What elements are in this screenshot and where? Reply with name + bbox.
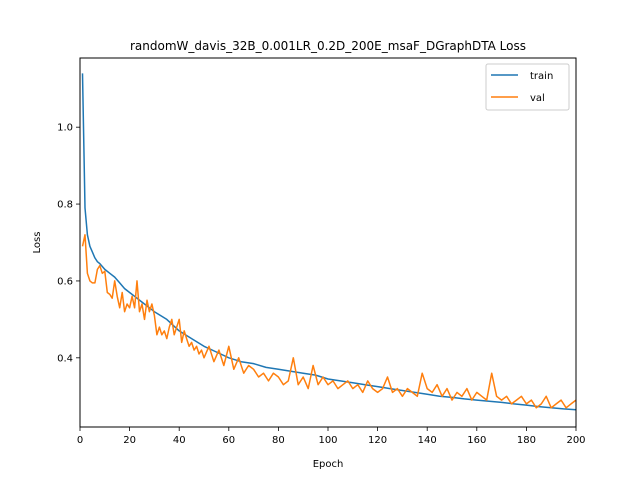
y-tick-label: 1.0 bbox=[57, 123, 73, 134]
y-axis-ticks: 0.4 0.6 0.8 1.0 bbox=[57, 123, 80, 364]
y-tick-label: 0.6 bbox=[57, 276, 73, 287]
y-axis-label: Loss bbox=[32, 232, 43, 254]
x-tick-label: 180 bbox=[517, 435, 536, 446]
chart-title: randomW_davis_32B_0.001LR_0.2D_200E_msaF… bbox=[130, 39, 526, 53]
x-axis-label: Epoch bbox=[313, 459, 344, 470]
legend-label-train: train bbox=[530, 71, 553, 82]
x-tick-label: 60 bbox=[222, 435, 235, 446]
plot-lines bbox=[81, 73, 577, 411]
x-tick-label: 40 bbox=[173, 435, 186, 446]
legend-label-val: val bbox=[530, 93, 545, 104]
legend: train val bbox=[485, 63, 570, 111]
x-tick-label: 0 bbox=[77, 435, 83, 446]
x-tick-label: 160 bbox=[467, 435, 486, 446]
series-line-val bbox=[81, 234, 577, 409]
y-tick-label: 0.8 bbox=[57, 200, 73, 211]
series-line-train bbox=[81, 73, 577, 411]
x-tick-label: 20 bbox=[123, 435, 136, 446]
x-tick-label: 100 bbox=[318, 435, 337, 446]
x-tick-label: 80 bbox=[272, 435, 285, 446]
x-tick-label: 120 bbox=[368, 435, 387, 446]
x-axis-ticks: 0 20 40 60 80 100 120 140 160 180 200 bbox=[77, 427, 586, 446]
x-tick-label: 140 bbox=[418, 435, 437, 446]
y-tick-label: 0.4 bbox=[57, 353, 73, 364]
x-tick-label: 200 bbox=[566, 435, 585, 446]
legend-box bbox=[485, 63, 570, 111]
